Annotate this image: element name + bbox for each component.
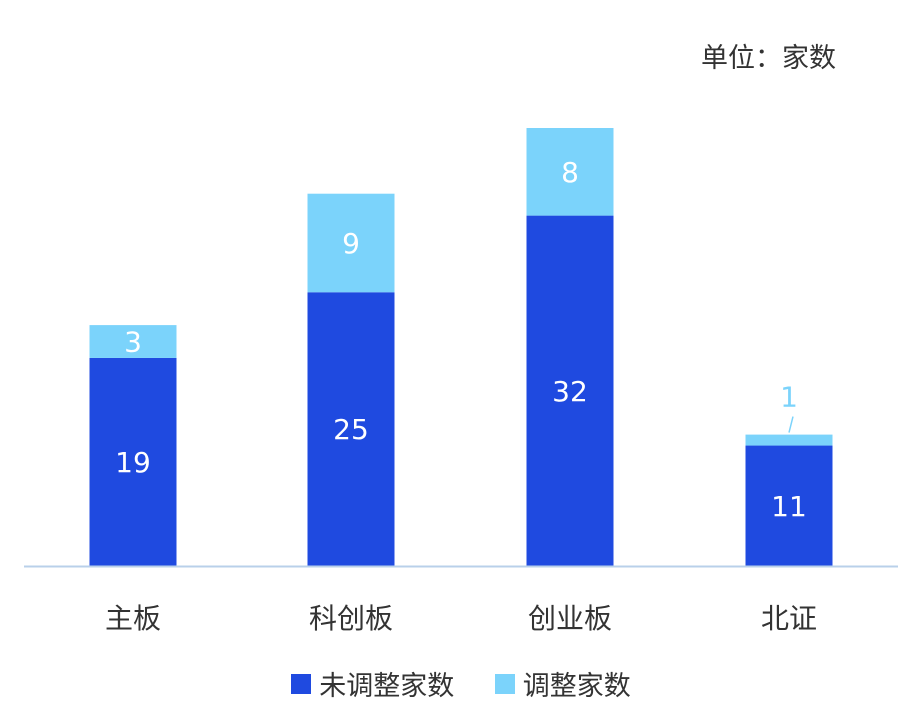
bar-unadjusted-0[interactable] [89,357,177,566]
legend-swatch-unadjusted [291,673,312,694]
data-label-adjusted-0: 3 [124,326,142,359]
legend-label-adjusted: 调整家数 [522,671,631,702]
data-label-unadjusted-0: 19 [115,446,151,479]
bar-unadjusted-3[interactable] [745,445,833,566]
data-label-unadjusted-1: 25 [333,413,369,446]
bar-adjusted-3[interactable] [745,434,833,446]
bar-unadjusted-2[interactable] [526,215,614,566]
unit-label: 单位：家数 [701,43,836,74]
legend-item-unadjusted[interactable]: 未调整家数 [291,664,454,703]
data-label-unadjusted-3: 11 [771,490,807,523]
bar-adjusted-1[interactable] [307,193,395,293]
bar-adjusted-0[interactable] [89,325,177,358]
bar-unadjusted-1[interactable] [307,292,395,566]
data-label-adjusted-3: 1 [780,381,798,414]
legend: 未调整家数 调整家数 [0,664,922,703]
data-label-adjusted-2: 8 [561,156,579,189]
category-label-3: 北证 [761,602,817,635]
leader-line-3 [788,416,794,433]
data-label-unadjusted-2: 32 [552,375,588,408]
legend-item-adjusted[interactable]: 调整家数 [494,664,631,703]
legend-swatch-adjusted [494,673,515,694]
category-label-1: 科创板 [309,602,393,635]
category-label-2: 创业板 [528,602,612,635]
legend-label-unadjusted: 未调整家数 [319,671,455,702]
data-label-adjusted-1: 9 [342,227,360,260]
category-label-0: 主板 [105,602,161,635]
bar-adjusted-2[interactable] [526,128,614,216]
